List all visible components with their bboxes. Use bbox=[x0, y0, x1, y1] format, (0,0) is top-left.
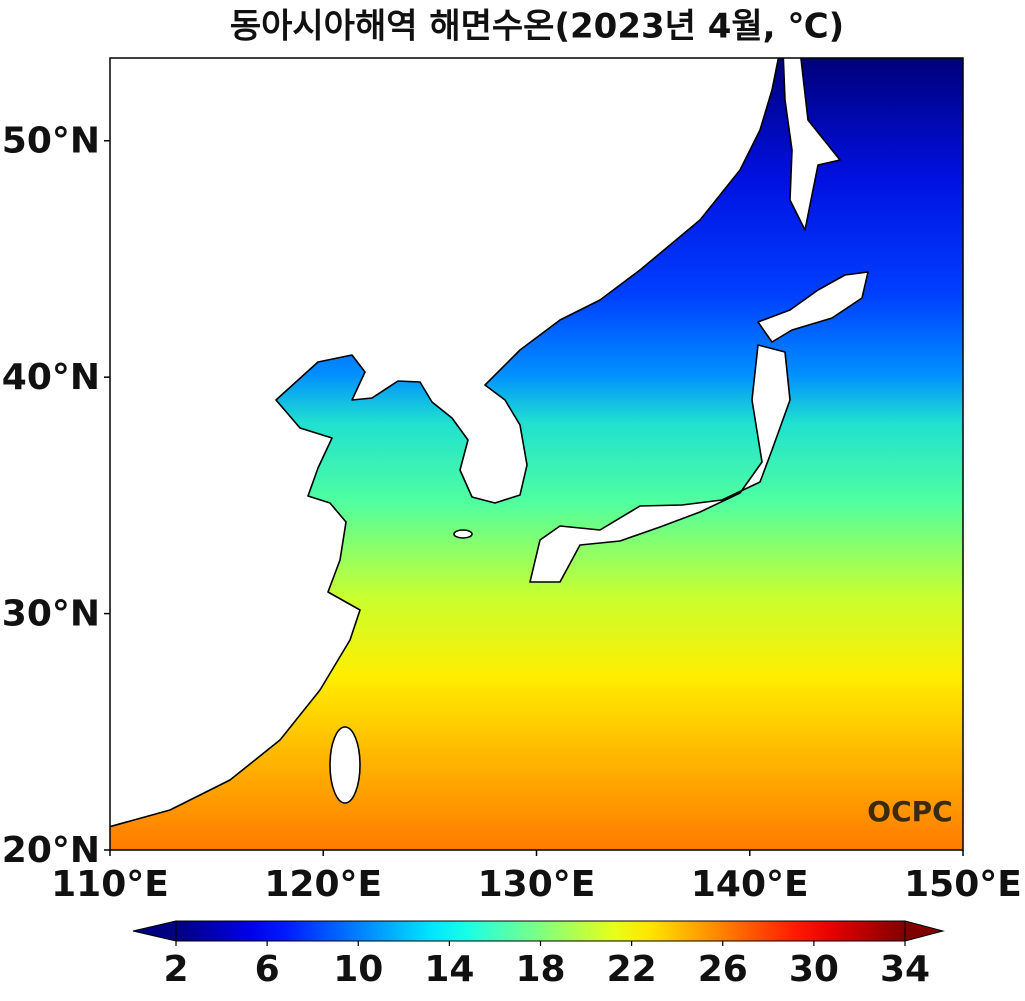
colorbar-tick-label: 2 bbox=[163, 949, 188, 990]
x-tick-label: 140°E bbox=[691, 864, 809, 905]
colorbar-tick-label: 6 bbox=[255, 949, 280, 990]
colorbar-extend-max bbox=[904, 920, 945, 942]
y-tick-label: 40°N bbox=[2, 357, 100, 398]
x-tick-label: 130°E bbox=[478, 864, 596, 905]
y-tick-label: 50°N bbox=[2, 121, 100, 162]
title: 동아시아해역 해면수온(2023년 4월, ℃) bbox=[230, 7, 844, 47]
y-tick-label: 30°N bbox=[2, 594, 100, 635]
y-tick-label: 20°N bbox=[2, 830, 100, 871]
logo: OCPC bbox=[867, 795, 952, 828]
colorbar-tick-label: 22 bbox=[607, 949, 657, 990]
x-tick-label: 150°E bbox=[904, 864, 1022, 905]
sakhalin bbox=[782, 58, 841, 231]
honshu bbox=[529, 344, 791, 583]
colorbar-tick-label: 34 bbox=[880, 949, 930, 990]
map bbox=[110, 58, 963, 850]
colorbar-extend-min bbox=[132, 920, 177, 942]
colorbar-tick-label: 10 bbox=[333, 949, 383, 990]
mainland bbox=[110, 58, 780, 828]
x-tick-label: 120°E bbox=[264, 864, 382, 905]
x-tick-label: 110°E bbox=[51, 864, 169, 905]
colorbar bbox=[175, 920, 906, 942]
colorbar-tick-label: 26 bbox=[698, 949, 748, 990]
colorbar-tick-label: 14 bbox=[424, 949, 474, 990]
colorbar-tick-label: 30 bbox=[789, 949, 839, 990]
jeju bbox=[453, 529, 473, 539]
hokkaido bbox=[757, 271, 869, 343]
colorbar-tick-label: 18 bbox=[515, 949, 565, 990]
taiwan bbox=[329, 726, 361, 804]
